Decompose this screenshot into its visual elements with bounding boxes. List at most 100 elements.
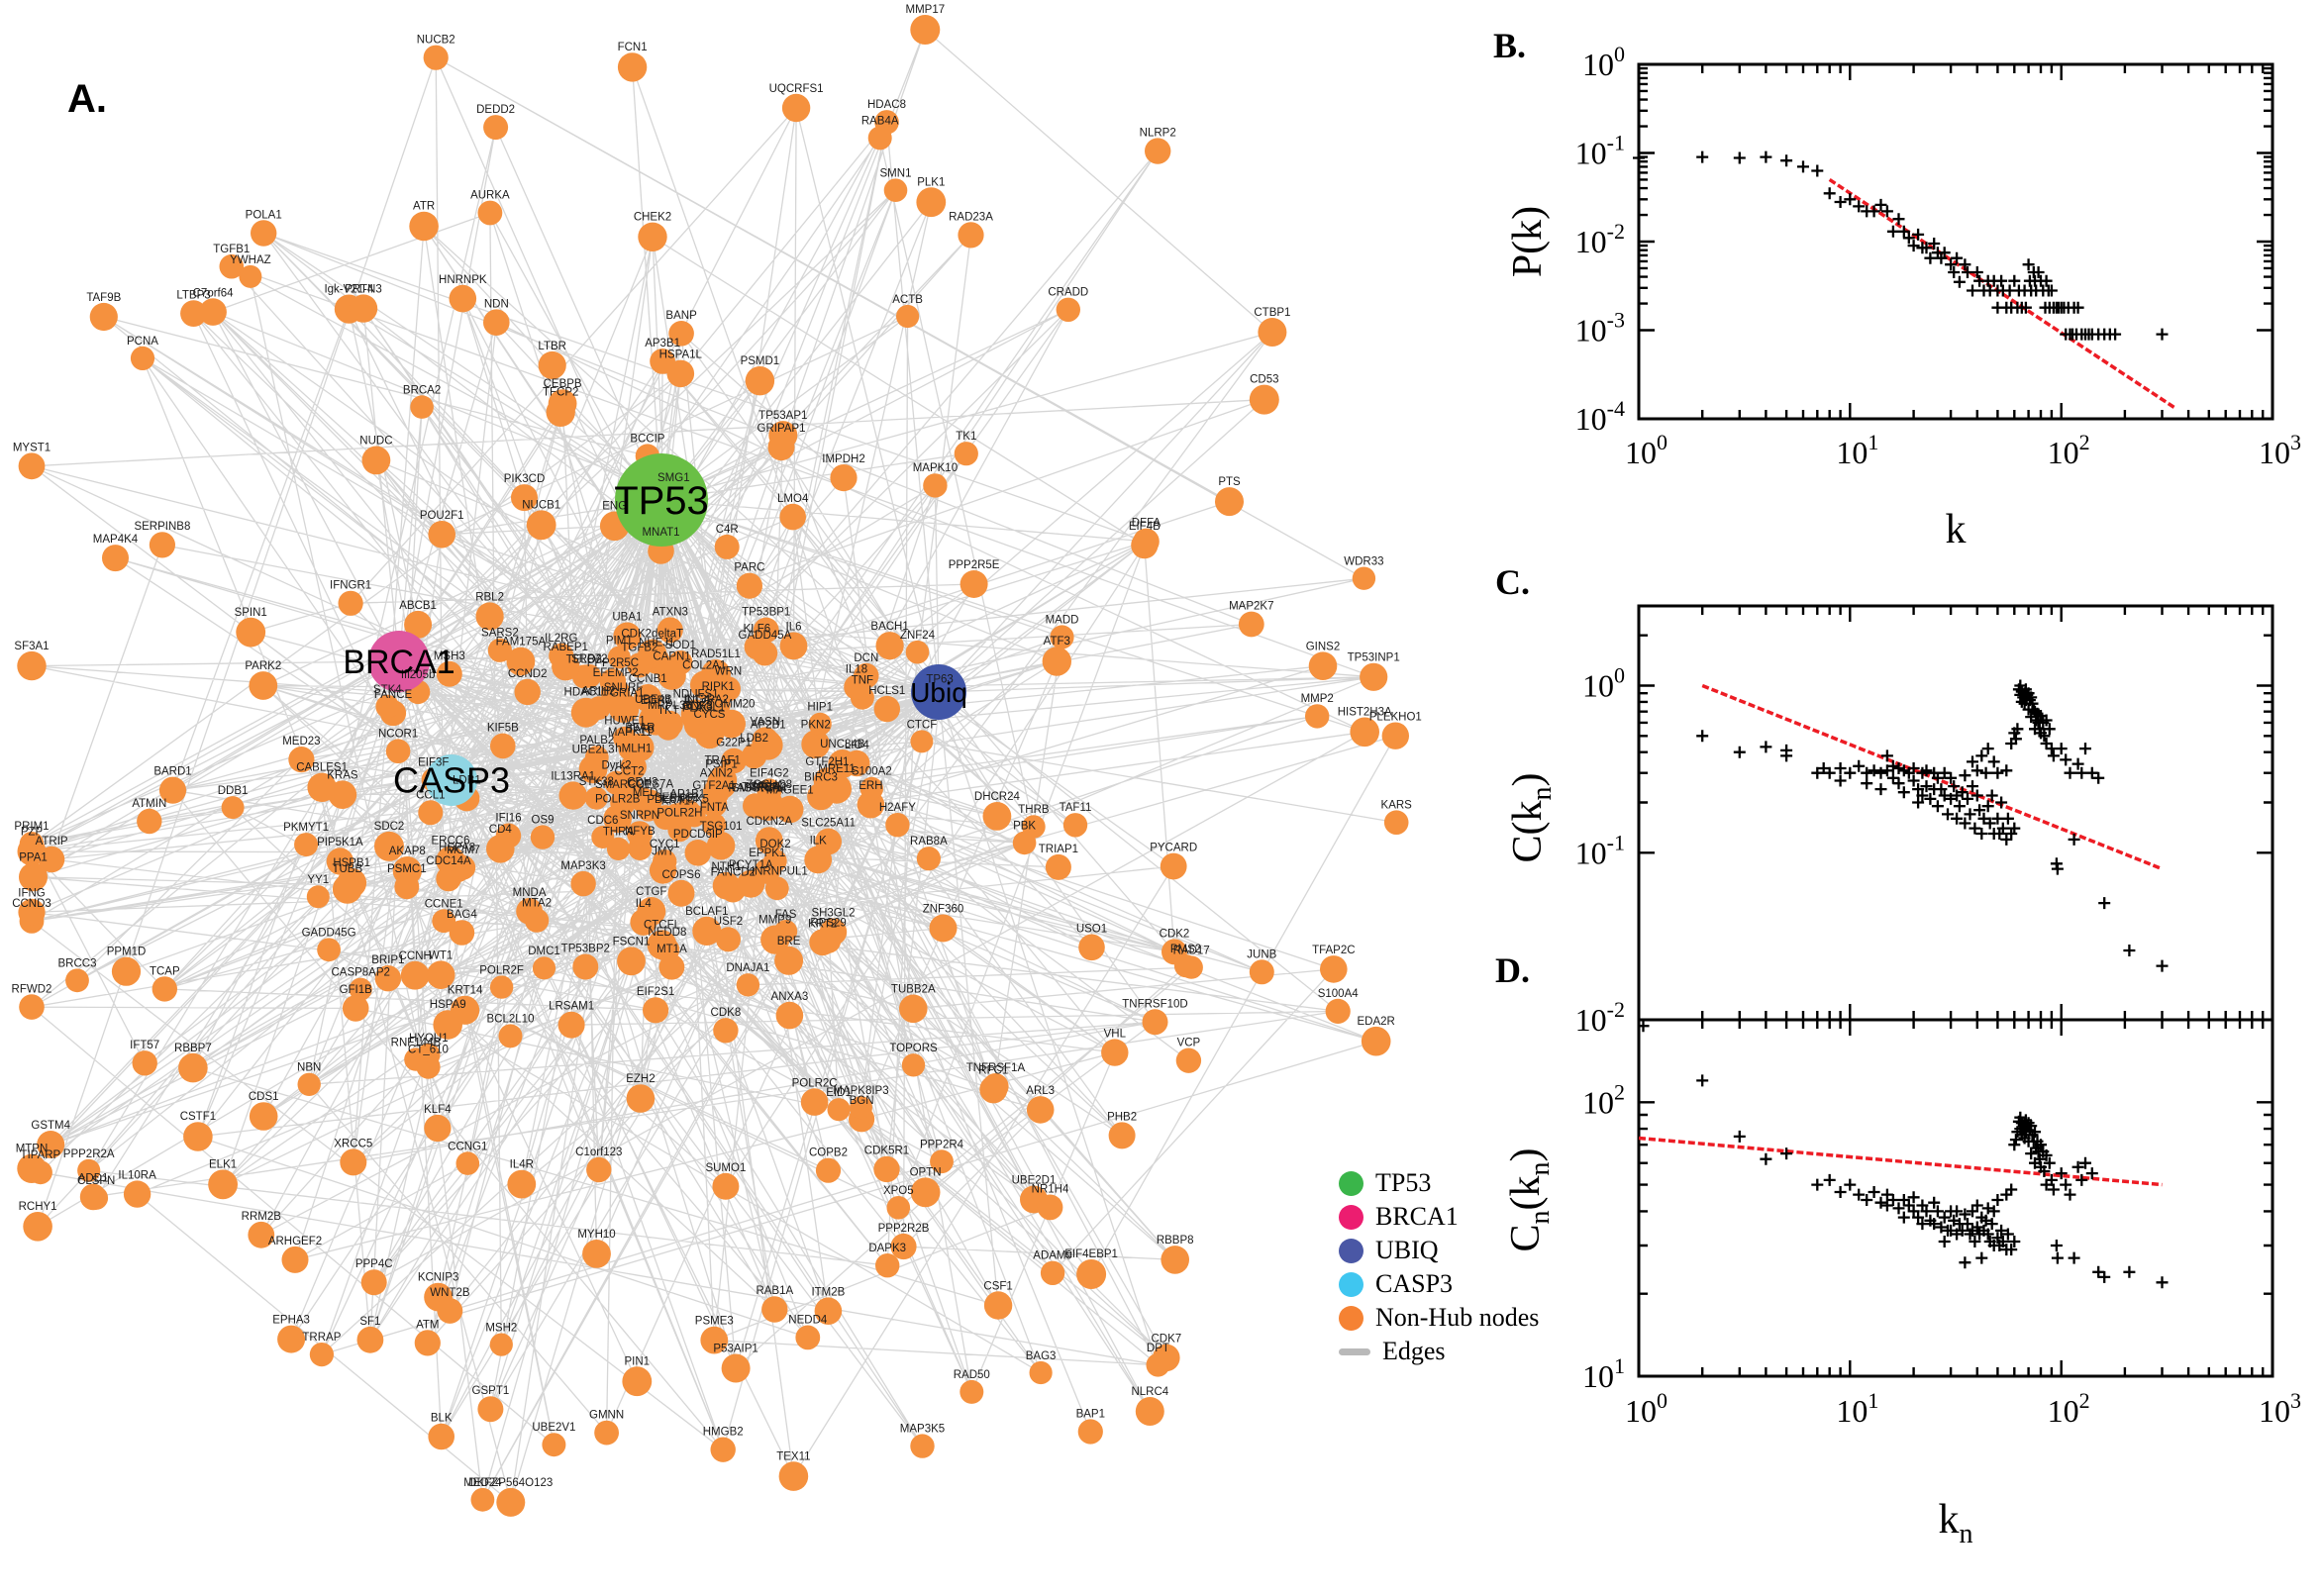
network-node	[158, 776, 187, 804]
panel-b-label: B.	[1493, 26, 1526, 65]
network-node	[1350, 717, 1379, 748]
legend-item-casp3: CASP3	[1339, 1269, 1539, 1298]
network-node	[475, 602, 504, 631]
network-node	[616, 776, 643, 803]
network-node-label: Ifi205b	[401, 669, 436, 681]
network-node-label: RAB1A	[756, 1285, 793, 1297]
network-node-label: NDUFS1	[673, 689, 719, 701]
y-tick-label: 10-3	[1575, 308, 1625, 349]
network-node	[152, 976, 177, 1002]
network-node-label: TAF9B	[86, 292, 121, 304]
network-node	[570, 870, 596, 897]
network-node	[449, 284, 477, 313]
network-node-label: PPP2R4	[920, 1139, 964, 1150]
network-node	[638, 222, 667, 251]
network-node-label: LMO4	[777, 493, 809, 505]
network-node-label: DHCR24	[974, 791, 1021, 803]
plot-panel-c: C. 100 10-1 10-2 C(kn)	[1495, 562, 2274, 1038]
network-node-label: MYH10	[577, 1229, 615, 1241]
network-node	[883, 178, 908, 202]
network-node-label: CSF1	[983, 1280, 1012, 1292]
y-tick-label: 10-2	[1575, 997, 1625, 1038]
network-node-label: SPIN1	[235, 607, 267, 619]
network-node-label: GSTM4	[31, 1120, 70, 1132]
network-node	[249, 671, 278, 700]
network-node	[1029, 1360, 1053, 1385]
network-node	[1037, 1194, 1063, 1221]
network-node	[326, 848, 354, 875]
network-node	[700, 1326, 729, 1354]
legend-edge-swatch	[1339, 1347, 1370, 1355]
network-node	[249, 1102, 278, 1131]
network-node	[1101, 1039, 1129, 1066]
network-node-label: OPTN	[910, 1166, 942, 1178]
network-node	[1352, 566, 1376, 590]
network-node-label: RAB4A	[861, 116, 899, 128]
y-axis-title: Cn(kn)	[1503, 1147, 1556, 1251]
network-node-label: HNRNPK	[439, 274, 487, 286]
axis-ticks	[1639, 1018, 2272, 1376]
network-node-label: TP53BP1	[742, 607, 790, 619]
network-node	[524, 908, 550, 933]
network-node-label: THRB	[1018, 804, 1050, 816]
network-node-label: CCNH	[399, 950, 432, 962]
network-node-label: HSPB1	[333, 857, 370, 869]
network-node	[873, 1155, 900, 1183]
network-node-label: PYCARD	[1150, 843, 1197, 854]
network-node	[1142, 1009, 1168, 1036]
network-node-label: HSPA1L	[659, 349, 703, 361]
network-node-label: TNF	[852, 675, 873, 687]
network-node-label: NLRP2	[1140, 127, 1176, 139]
network-node-labels: POLR2C MNDA Ifi205b POLR2B ZNF24 USF2 BCCIP CCN…	[12, 4, 1422, 1489]
network-node-label: GINS2	[1306, 641, 1341, 652]
network-node-label: NFYB	[625, 826, 656, 838]
network-node-label: PCYT1A	[729, 859, 773, 871]
network-node-label: TP63	[926, 674, 954, 686]
network-node-label: KRT2	[808, 918, 837, 930]
network-node	[1077, 1419, 1103, 1445]
network-node	[850, 1096, 872, 1120]
network-node	[667, 879, 695, 907]
network-node-label: GSPT1	[472, 1385, 510, 1397]
network-node-label: WRN	[715, 665, 742, 677]
network-node	[807, 782, 835, 811]
network-node	[721, 1353, 751, 1383]
network-node-label: TRRAP	[302, 1332, 341, 1344]
network-node-label: IL4	[636, 898, 653, 910]
network-node-label: TP53BP2	[561, 944, 610, 955]
x-tick-label: 101	[1836, 430, 1878, 470]
network-node-label: MSH2	[485, 1323, 517, 1335]
network-node-label: HIST2H3A	[1338, 707, 1392, 719]
network-node-label: LIG4	[845, 740, 870, 751]
network-node-label: PPP2R2B	[878, 1223, 930, 1235]
network-node-label: PDE5A	[647, 794, 684, 806]
network-node-label: OS9	[531, 814, 554, 826]
network-node-label: C7orf64	[193, 287, 235, 299]
network-node-label: MLH1	[754, 780, 784, 792]
network-node	[404, 610, 433, 639]
network-node	[916, 847, 942, 871]
network-node	[775, 1001, 804, 1030]
network-node	[19, 994, 45, 1020]
network-node	[958, 222, 984, 249]
x-tick-label: 102	[2048, 430, 2090, 470]
network-node	[400, 960, 430, 990]
network-node	[1360, 662, 1388, 691]
network-node-label: ABCB1	[399, 600, 437, 612]
network-node	[930, 1149, 954, 1174]
network-node-label: CD53	[1250, 374, 1278, 386]
network-node-label: TGFBR2	[742, 781, 786, 793]
network-node-label: BRIP1	[371, 954, 404, 966]
scatter-points	[1633, 150, 2169, 341]
network-node-label: SEPHS1	[655, 792, 699, 804]
network-node-label: AXIN2	[700, 768, 733, 780]
network-node	[1215, 487, 1244, 517]
network-node-label: PRIM1	[14, 821, 49, 833]
network-node-label: CDS1	[249, 1091, 279, 1103]
y-tick-label: 10-4	[1575, 396, 1625, 437]
network-node	[251, 220, 277, 247]
network-node-label: ZNF360	[923, 904, 964, 916]
network-node-label: TOPORS	[889, 1043, 938, 1054]
network-node-label: TIPARP	[21, 1149, 61, 1161]
y-tick-label: 10-2	[1575, 219, 1625, 259]
